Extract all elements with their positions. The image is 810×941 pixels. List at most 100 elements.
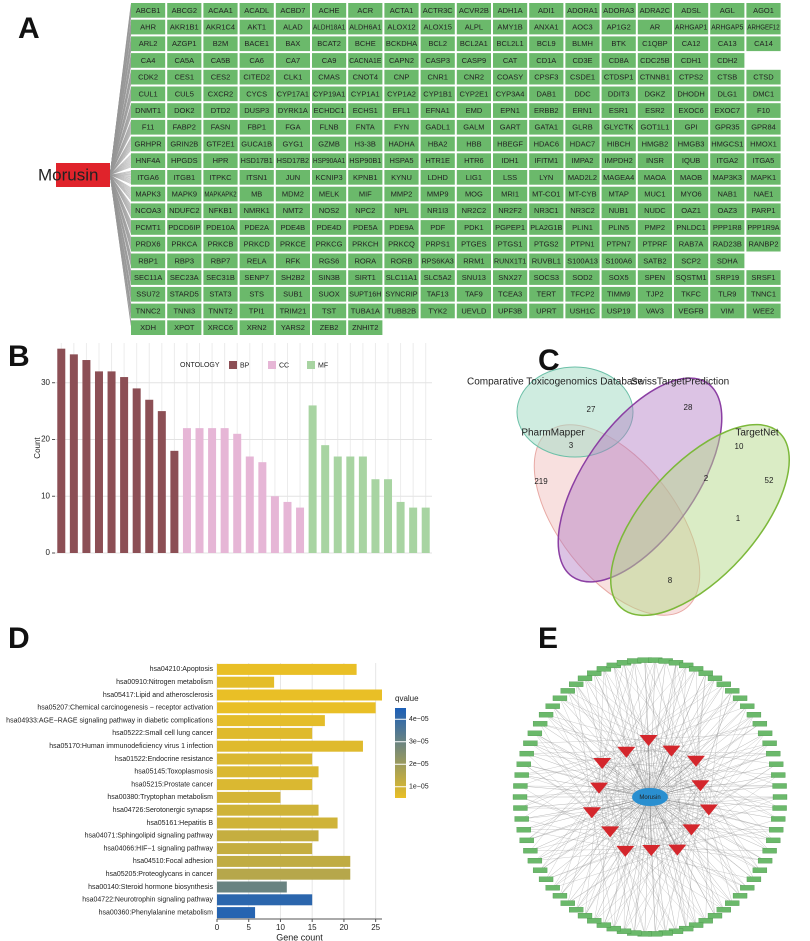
gene-label: ALOX15 bbox=[424, 23, 452, 32]
gene-node bbox=[710, 236, 745, 252]
gene-node bbox=[493, 53, 528, 68]
edge bbox=[602, 761, 741, 896]
edge bbox=[523, 759, 697, 830]
gene-node bbox=[746, 153, 781, 168]
hub-node bbox=[582, 807, 601, 819]
venn bbox=[516, 366, 791, 617]
gene-node bbox=[565, 253, 600, 269]
gene-label: ACAA1 bbox=[208, 6, 233, 15]
gene-node bbox=[275, 69, 310, 85]
gene-node bbox=[674, 119, 709, 135]
gene-node bbox=[493, 103, 528, 118]
gene-node bbox=[746, 203, 781, 219]
gene-node bbox=[239, 253, 274, 269]
edge bbox=[708, 764, 777, 809]
gene-node bbox=[167, 3, 202, 18]
edge bbox=[626, 750, 774, 754]
gene-node bbox=[420, 253, 455, 269]
edge bbox=[649, 662, 677, 798]
gene-node bbox=[131, 19, 166, 35]
gene-label: WEE2 bbox=[753, 306, 774, 315]
target-node bbox=[519, 750, 534, 757]
gene-label: SH2B2 bbox=[281, 273, 305, 282]
target-node bbox=[545, 703, 560, 709]
gene-node bbox=[529, 19, 564, 35]
legend-label: MF bbox=[318, 362, 328, 369]
gene-label: STARD5 bbox=[170, 290, 199, 299]
edge bbox=[695, 668, 701, 785]
gene-node bbox=[456, 236, 491, 252]
bar bbox=[283, 501, 292, 553]
gene-node bbox=[710, 86, 745, 102]
bar bbox=[217, 843, 313, 855]
edge bbox=[599, 785, 780, 787]
edge bbox=[634, 796, 651, 934]
edge bbox=[649, 796, 656, 934]
edge bbox=[613, 665, 627, 751]
edge bbox=[591, 753, 774, 812]
gene-node bbox=[275, 86, 310, 102]
edge bbox=[626, 660, 666, 751]
gene-label: RUNX1T1 bbox=[494, 256, 526, 265]
gene-node bbox=[312, 103, 347, 118]
gene-node bbox=[348, 303, 383, 319]
gene-label: ITGB1 bbox=[173, 173, 195, 182]
bar bbox=[94, 371, 103, 553]
edge bbox=[651, 848, 770, 851]
gene-node bbox=[601, 69, 636, 85]
edge bbox=[546, 714, 672, 750]
gene-label: CNOT4 bbox=[353, 73, 378, 82]
gene-node bbox=[131, 86, 166, 102]
edge bbox=[649, 796, 780, 809]
gene-node bbox=[674, 253, 709, 269]
edge bbox=[708, 808, 741, 896]
gene-node bbox=[131, 286, 166, 302]
edge bbox=[109, 174, 132, 326]
gene-node bbox=[275, 153, 310, 168]
gene-node bbox=[203, 86, 238, 102]
gene-label: ZNHIT2 bbox=[352, 323, 378, 332]
gene-label: FGA bbox=[285, 123, 300, 132]
edge bbox=[552, 784, 701, 888]
gene-node bbox=[167, 36, 202, 52]
edge bbox=[671, 749, 780, 809]
edge bbox=[109, 174, 132, 218]
gene-label: ECHS1 bbox=[353, 106, 378, 115]
gene-label: KPNB1 bbox=[353, 173, 378, 182]
edge bbox=[530, 830, 611, 851]
target-node bbox=[538, 876, 554, 882]
edge bbox=[649, 796, 716, 916]
edge bbox=[594, 830, 611, 921]
gene-node bbox=[529, 170, 564, 185]
gene-label: PDE2A bbox=[244, 223, 269, 232]
gene-label: SOD2 bbox=[572, 273, 592, 282]
gene-node bbox=[131, 103, 166, 118]
gene-label: TKFC bbox=[681, 290, 701, 299]
gene-node bbox=[420, 220, 455, 235]
gene-node bbox=[565, 69, 600, 85]
y-tick-label: hsa05161:Hepatitis B bbox=[146, 820, 213, 827]
gene-node bbox=[565, 303, 600, 319]
edge bbox=[695, 759, 774, 841]
gene-label: FYN bbox=[394, 123, 409, 132]
edge bbox=[109, 174, 132, 234]
gene-label: HBA2 bbox=[428, 139, 448, 148]
edge bbox=[691, 706, 748, 829]
gene-label: MAPKAPK2 bbox=[204, 190, 236, 199]
gene-node bbox=[384, 19, 419, 35]
edge bbox=[540, 723, 627, 751]
bar bbox=[132, 388, 141, 553]
gene-label: HADHA bbox=[388, 139, 414, 148]
center-label: Morusin bbox=[38, 165, 98, 184]
gene-label: SPEN bbox=[645, 273, 665, 282]
gene-label: SLC5A2 bbox=[424, 273, 452, 282]
gene-node bbox=[456, 103, 491, 118]
gene-label: XRN2 bbox=[247, 323, 267, 332]
edge bbox=[591, 811, 666, 934]
gene-label: CES2 bbox=[211, 73, 231, 82]
gene-label: GUCA1B bbox=[241, 139, 272, 148]
gene-label: MYO6 bbox=[680, 190, 701, 199]
panel-label: C bbox=[538, 344, 560, 377]
gene-node bbox=[529, 270, 564, 285]
gene-label: NCOA3 bbox=[135, 206, 161, 215]
